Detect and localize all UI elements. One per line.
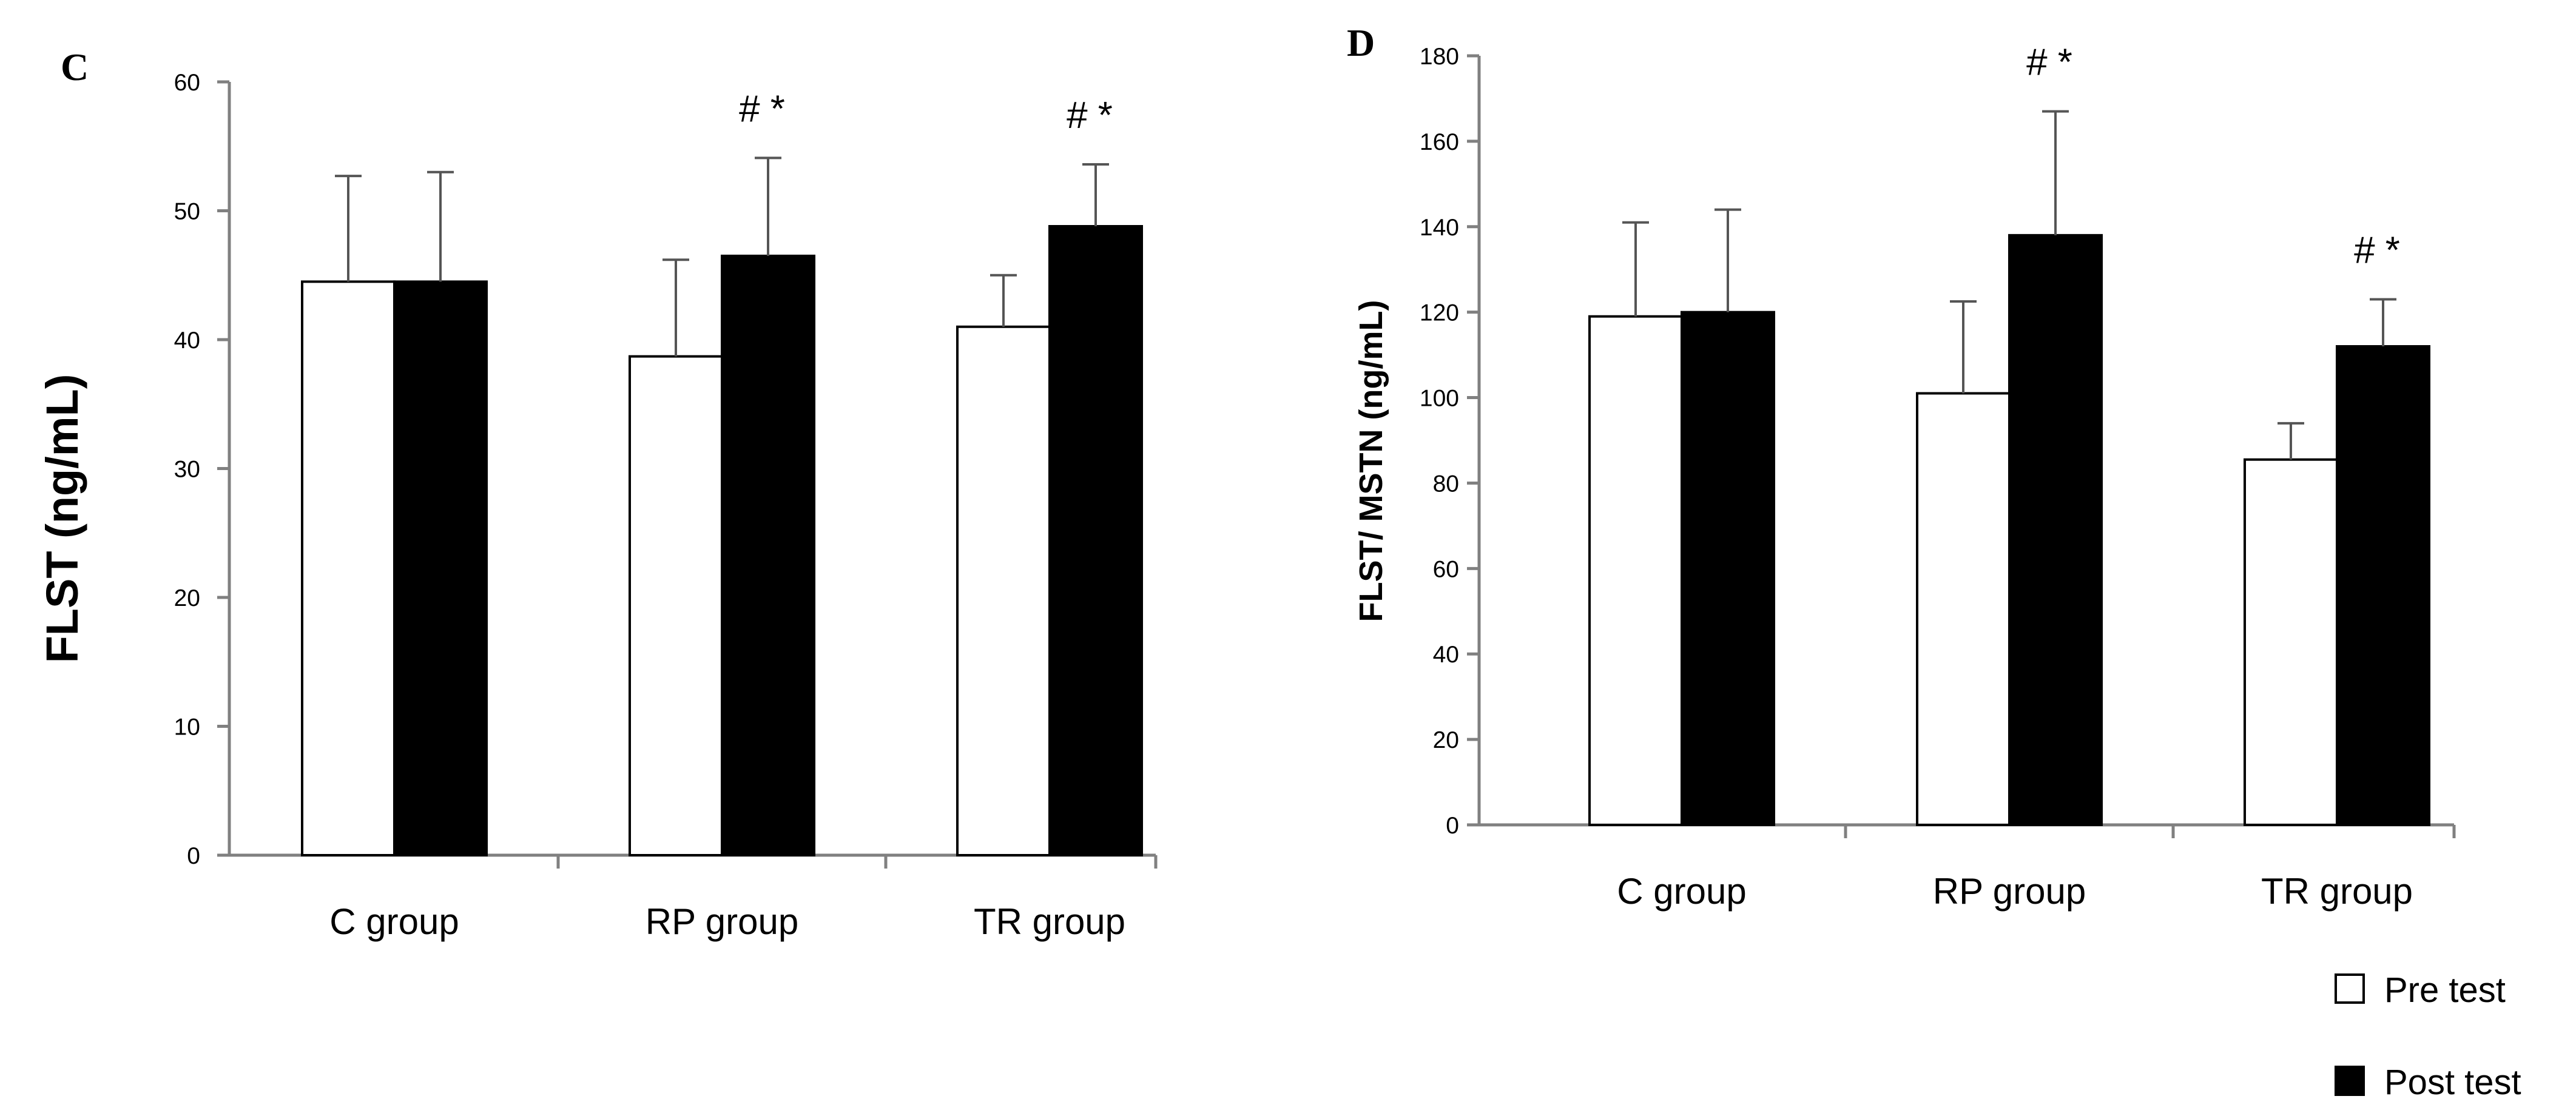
panel-c-category-label: TR group	[974, 901, 1125, 942]
panel-d-y-tick-label: 0	[1446, 813, 1459, 839]
panel-d-y-tick-label: 140	[1420, 215, 1459, 241]
panel-d-y-tick-label: 80	[1433, 471, 1459, 497]
panel-c-y-tick-label: 50	[174, 199, 200, 225]
panel-d-bar-post-2	[2008, 234, 2103, 827]
panel-d-y-tick-label: 40	[1433, 642, 1459, 668]
panel-d-bar-post-1	[1681, 311, 1775, 826]
panel-d-bar-pre-3	[2244, 458, 2338, 826]
panel-c-category-label: RP group	[646, 901, 798, 942]
panel-d-category-label: RP group	[1933, 871, 2086, 912]
panel-d-significance-annotation: # *	[2026, 42, 2072, 84]
panel-c-y-tick-label: 0	[187, 843, 200, 869]
panel-c: C FLST (ng/mL) 0 10 20 30 40 50 60 C group RP gr…	[37, 45, 1158, 942]
panel-c-label: C	[61, 45, 89, 89]
panel-d-significance-annotation: # *	[2354, 230, 2400, 272]
panel-d-y-axis-label: FLST/ MSTN (ng/mL)	[1353, 300, 1389, 622]
panel-c-y-tick-label: 10	[174, 714, 200, 741]
panel-d-y-tick-label: 20	[1433, 727, 1459, 753]
panel-c-bar-post-2	[721, 254, 815, 856]
legend-swatch-post-test	[2335, 1066, 2365, 1096]
panel-d: D FLST/ MSTN (ng/mL) 0 20 40 60 80 100 120 140 1…	[1347, 21, 2456, 912]
legend-item-pre-test: Pre test	[2335, 970, 2506, 1010]
panel-c-bar-pre-1	[301, 280, 396, 856]
legend: Pre test Post test	[2335, 970, 2521, 1102]
legend-swatch-pre-test	[2335, 973, 2365, 1004]
panel-c-significance-annotation: # *	[1067, 95, 1113, 136]
panel-c-y-tick-label: 30	[174, 457, 200, 483]
panel-d-y-tick-label: 160	[1420, 129, 1459, 155]
panel-d-label: D	[1347, 21, 1375, 64]
panel-d-bar-pre-1	[1588, 315, 1683, 826]
legend-label-pre-test: Pre test	[2384, 970, 2506, 1010]
panel-d-category-label: C group	[1617, 871, 1746, 912]
panel-c-y-axis-label: FLST (ng/mL)	[37, 374, 87, 664]
panel-d-y-tick-label: 60	[1433, 556, 1459, 582]
legend-label-post-test: Post test	[2384, 1063, 2521, 1102]
panel-c-y-tick-label: 40	[174, 328, 200, 354]
panel-c-bar-pre-2	[629, 355, 723, 856]
panel-d-category-label: TR group	[2261, 871, 2413, 912]
panel-c-plot: 0 10 20 30 40 50 60 C group RP group # * TR group #…	[174, 70, 1158, 942]
panel-c-category-label: C group	[329, 901, 459, 942]
panel-d-plot: 0 20 40 60 80 100 120 140 160 180 C group RP group #…	[1420, 42, 2456, 912]
legend-item-post-test: Post test	[2335, 1063, 2521, 1102]
panel-c-y-tick-label: 20	[174, 585, 200, 611]
panel-c-bar-post-3	[1048, 225, 1143, 856]
panel-d-bar-pre-2	[1916, 392, 2011, 826]
panel-c-significance-annotation: # *	[739, 88, 785, 130]
panel-d-bar-post-3	[2336, 345, 2430, 826]
panel-c-y-tick-label: 60	[174, 70, 200, 96]
panel-d-y-tick-label: 120	[1420, 300, 1459, 326]
panel-d-y-tick-label: 180	[1420, 44, 1459, 70]
panel-c-bar-pre-3	[956, 325, 1051, 856]
panel-c-bar-post-1	[393, 280, 488, 856]
panel-d-y-tick-label: 100	[1420, 386, 1459, 412]
